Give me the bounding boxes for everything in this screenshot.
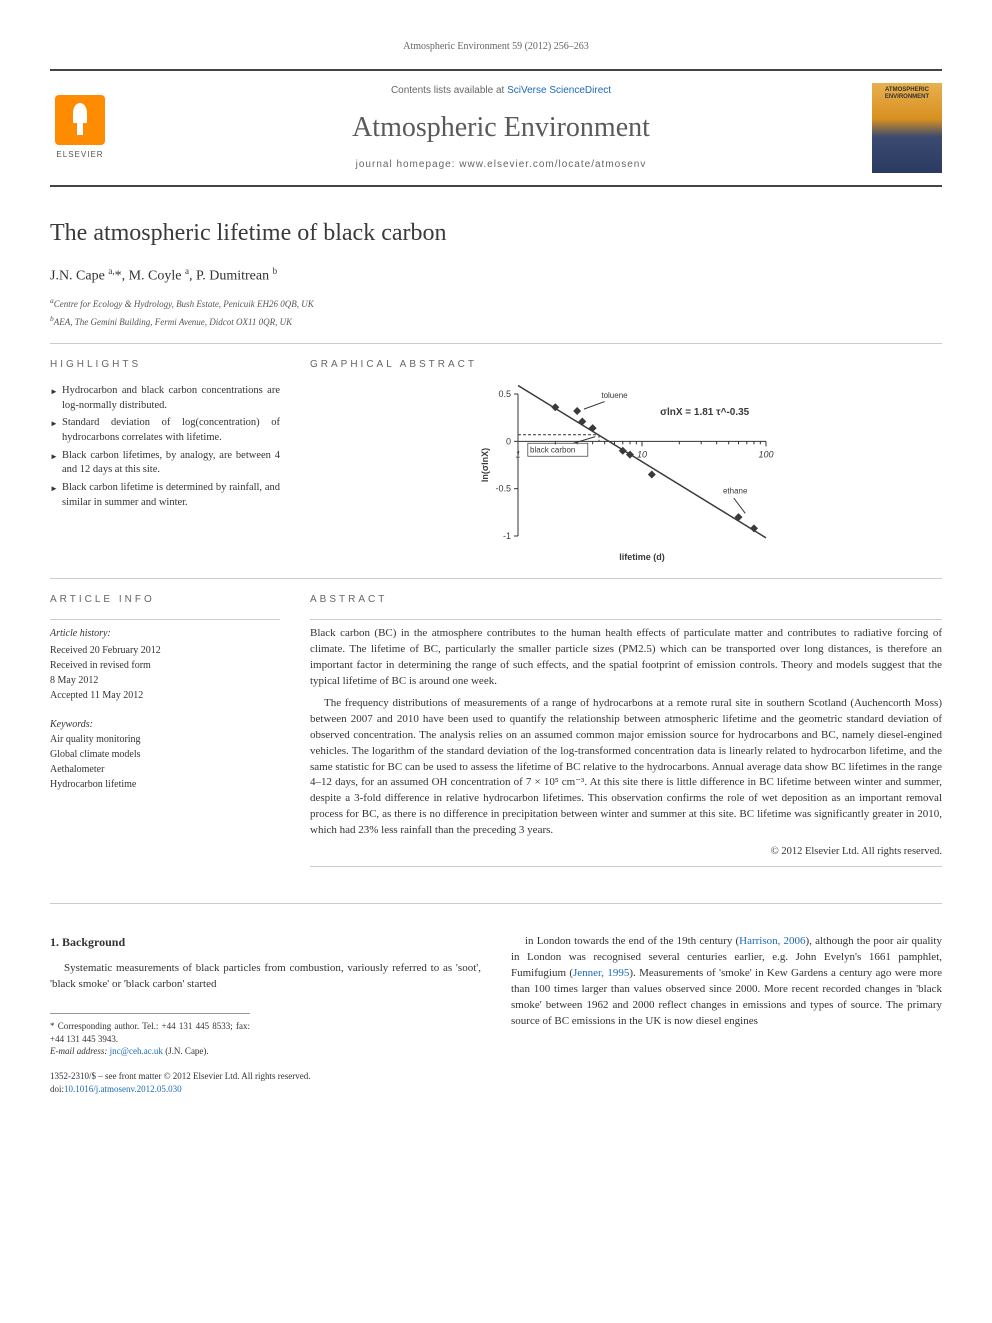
keywords-block: Keywords: Air quality monitoringGlobal c… (50, 717, 280, 792)
divider (50, 619, 280, 620)
citation-line: Atmospheric Environment 59 (2012) 256–26… (50, 40, 942, 54)
abstract-label: ABSTRACT (310, 593, 942, 607)
divider (50, 343, 942, 344)
divider (50, 578, 942, 579)
affiliation: aCentre for Ecology & Hydrology, Bush Es… (50, 296, 942, 311)
highlights-label: HIGHLIGHTS (50, 358, 280, 372)
email-label: E-mail address: (50, 1046, 110, 1056)
email-suffix: (J.N. Cape). (163, 1046, 209, 1056)
abstract-text: Black carbon (BC) in the atmosphere cont… (310, 626, 942, 839)
body-paragraph: Systematic measurements of black particl… (50, 961, 481, 993)
svg-text:1: 1 (515, 449, 520, 459)
citation-link[interactable]: Jenner, 1995 (573, 967, 629, 979)
paper-title: The atmospheric lifetime of black carbon (50, 217, 942, 251)
highlight-item: Black carbon lifetime is determined by r… (50, 481, 280, 510)
body-col-left: 1. Background Systematic measurements of… (50, 934, 481, 1095)
article-info-label: ARTICLE INFO (50, 593, 280, 607)
affiliation: bAEA, The Gemini Building, Fermi Avenue,… (50, 314, 942, 329)
svg-text:-1: -1 (503, 531, 511, 541)
svg-text:10: 10 (637, 449, 647, 459)
journal-name: Atmospheric Environment (130, 108, 872, 147)
journal-header: ELSEVIER Contents lists available at Sci… (50, 69, 942, 187)
article-info-panel: ARTICLE INFO Article history: Received 2… (50, 593, 280, 873)
highlight-item: Black carbon lifetimes, by analogy, are … (50, 449, 280, 478)
svg-text:ethane: ethane (723, 486, 748, 495)
corresponding-text: * Corresponding author. Tel.: +44 131 44… (50, 1020, 250, 1045)
keyword: Hydrocarbon lifetime (50, 777, 280, 792)
highlights-panel: HIGHLIGHTS Hydrocarbon and black carbon … (50, 358, 280, 564)
front-matter-line: 1352-2310/$ – see front matter © 2012 El… (50, 1070, 481, 1083)
copyright-line: © 2012 Elsevier Ltd. All rights reserved… (310, 845, 942, 860)
abstract-paragraph: Black carbon (BC) in the atmosphere cont… (310, 626, 942, 690)
svg-text:100: 100 (758, 449, 773, 459)
body-columns: 1. Background Systematic measurements of… (50, 934, 942, 1095)
abstract-panel: ABSTRACT Black carbon (BC) in the atmosp… (310, 593, 942, 873)
history-line: Received in revised form (50, 658, 280, 673)
graphical-abstract-label: GRAPHICAL ABSTRACT (310, 358, 942, 372)
graphical-abstract-panel: GRAPHICAL ABSTRACT -1 -0.5 0 0.5 1 10 100 tolue… (310, 358, 942, 564)
keywords-head: Keywords: (50, 717, 280, 732)
page-footer-left: * Corresponding author. Tel.: +44 131 44… (50, 1013, 481, 1095)
abstract-paragraph: The frequency distributions of measureme… (310, 696, 942, 839)
citation-link[interactable]: Harrison, 2006 (739, 935, 805, 947)
author-list: J.N. Cape a,*, M. Coyle a, P. Dumitrean … (50, 265, 942, 286)
divider (50, 903, 942, 904)
highlights-list: Hydrocarbon and black carbon concentrati… (50, 384, 280, 511)
history-head: Article history: (50, 626, 280, 641)
body-paragraph: in London towards the end of the 19th ce… (511, 934, 942, 1030)
scidirect-link[interactable]: SciVerse ScienceDirect (507, 85, 611, 96)
svg-text:σlnX = 1.81 τ^-0.35: σlnX = 1.81 τ^-0.35 (660, 407, 750, 418)
divider (310, 619, 942, 620)
cover-text: ATMOSPHERIC ENVIRONMENT (872, 87, 942, 100)
contents-available-line: Contents lists available at SciVerse Sci… (130, 84, 872, 98)
body-col-right: in London towards the end of the 19th ce… (511, 934, 942, 1095)
header-center: Contents lists available at SciVerse Sci… (130, 84, 872, 171)
svg-text:toluene: toluene (601, 391, 628, 400)
journal-homepage-line: journal homepage: www.elsevier.com/locat… (130, 158, 872, 172)
svg-text:black carbon: black carbon (530, 446, 575, 455)
journal-cover-thumb: ATMOSPHERIC ENVIRONMENT (872, 83, 942, 173)
svg-text:-0.5: -0.5 (495, 484, 511, 494)
graphical-abstract-chart: -1 -0.5 0 0.5 1 10 100 toluene black carbon ethan… (476, 384, 776, 564)
elsevier-tree-icon (55, 95, 105, 145)
elsevier-logo: ELSEVIER (50, 93, 110, 163)
doi-link[interactable]: 10.1016/j.atmosenv.2012.05.030 (64, 1084, 182, 1094)
homepage-url: www.elsevier.com/locate/atmosenv (459, 159, 646, 170)
history-line: Received 20 February 2012 (50, 643, 280, 658)
svg-text:0: 0 (506, 436, 511, 446)
doi-label: doi: (50, 1084, 64, 1094)
highlight-item: Hydrocarbon and black carbon concentrati… (50, 384, 280, 413)
info-abstract-row: ARTICLE INFO Article history: Received 2… (50, 593, 942, 873)
keyword: Aethalometer (50, 762, 280, 777)
divider (310, 866, 942, 867)
chart-svg: -1 -0.5 0 0.5 1 10 100 toluene black carbon ethan… (476, 384, 776, 564)
keyword: Air quality monitoring (50, 732, 280, 747)
history-line: 8 May 2012 (50, 673, 280, 688)
highlights-row: HIGHLIGHTS Hydrocarbon and black carbon … (50, 358, 942, 564)
article-history: Article history: Received 20 February 20… (50, 626, 280, 703)
section-heading: 1. Background (50, 934, 481, 951)
svg-text:ln(σlnX): ln(σlnX) (480, 448, 490, 482)
contents-text: Contents lists available at (391, 85, 507, 96)
corresponding-author: * Corresponding author. Tel.: +44 131 44… (50, 1013, 250, 1058)
svg-text:lifetime (d): lifetime (d) (619, 552, 665, 562)
publisher-name: ELSEVIER (56, 149, 103, 160)
highlight-item: Standard deviation of log(concentration)… (50, 416, 280, 445)
svg-text:0.5: 0.5 (498, 389, 511, 399)
email-link[interactable]: jnc@ceh.ac.uk (110, 1046, 163, 1056)
keyword: Global climate models (50, 747, 280, 762)
homepage-label: journal homepage: (356, 159, 460, 170)
history-line: Accepted 11 May 2012 (50, 688, 280, 703)
